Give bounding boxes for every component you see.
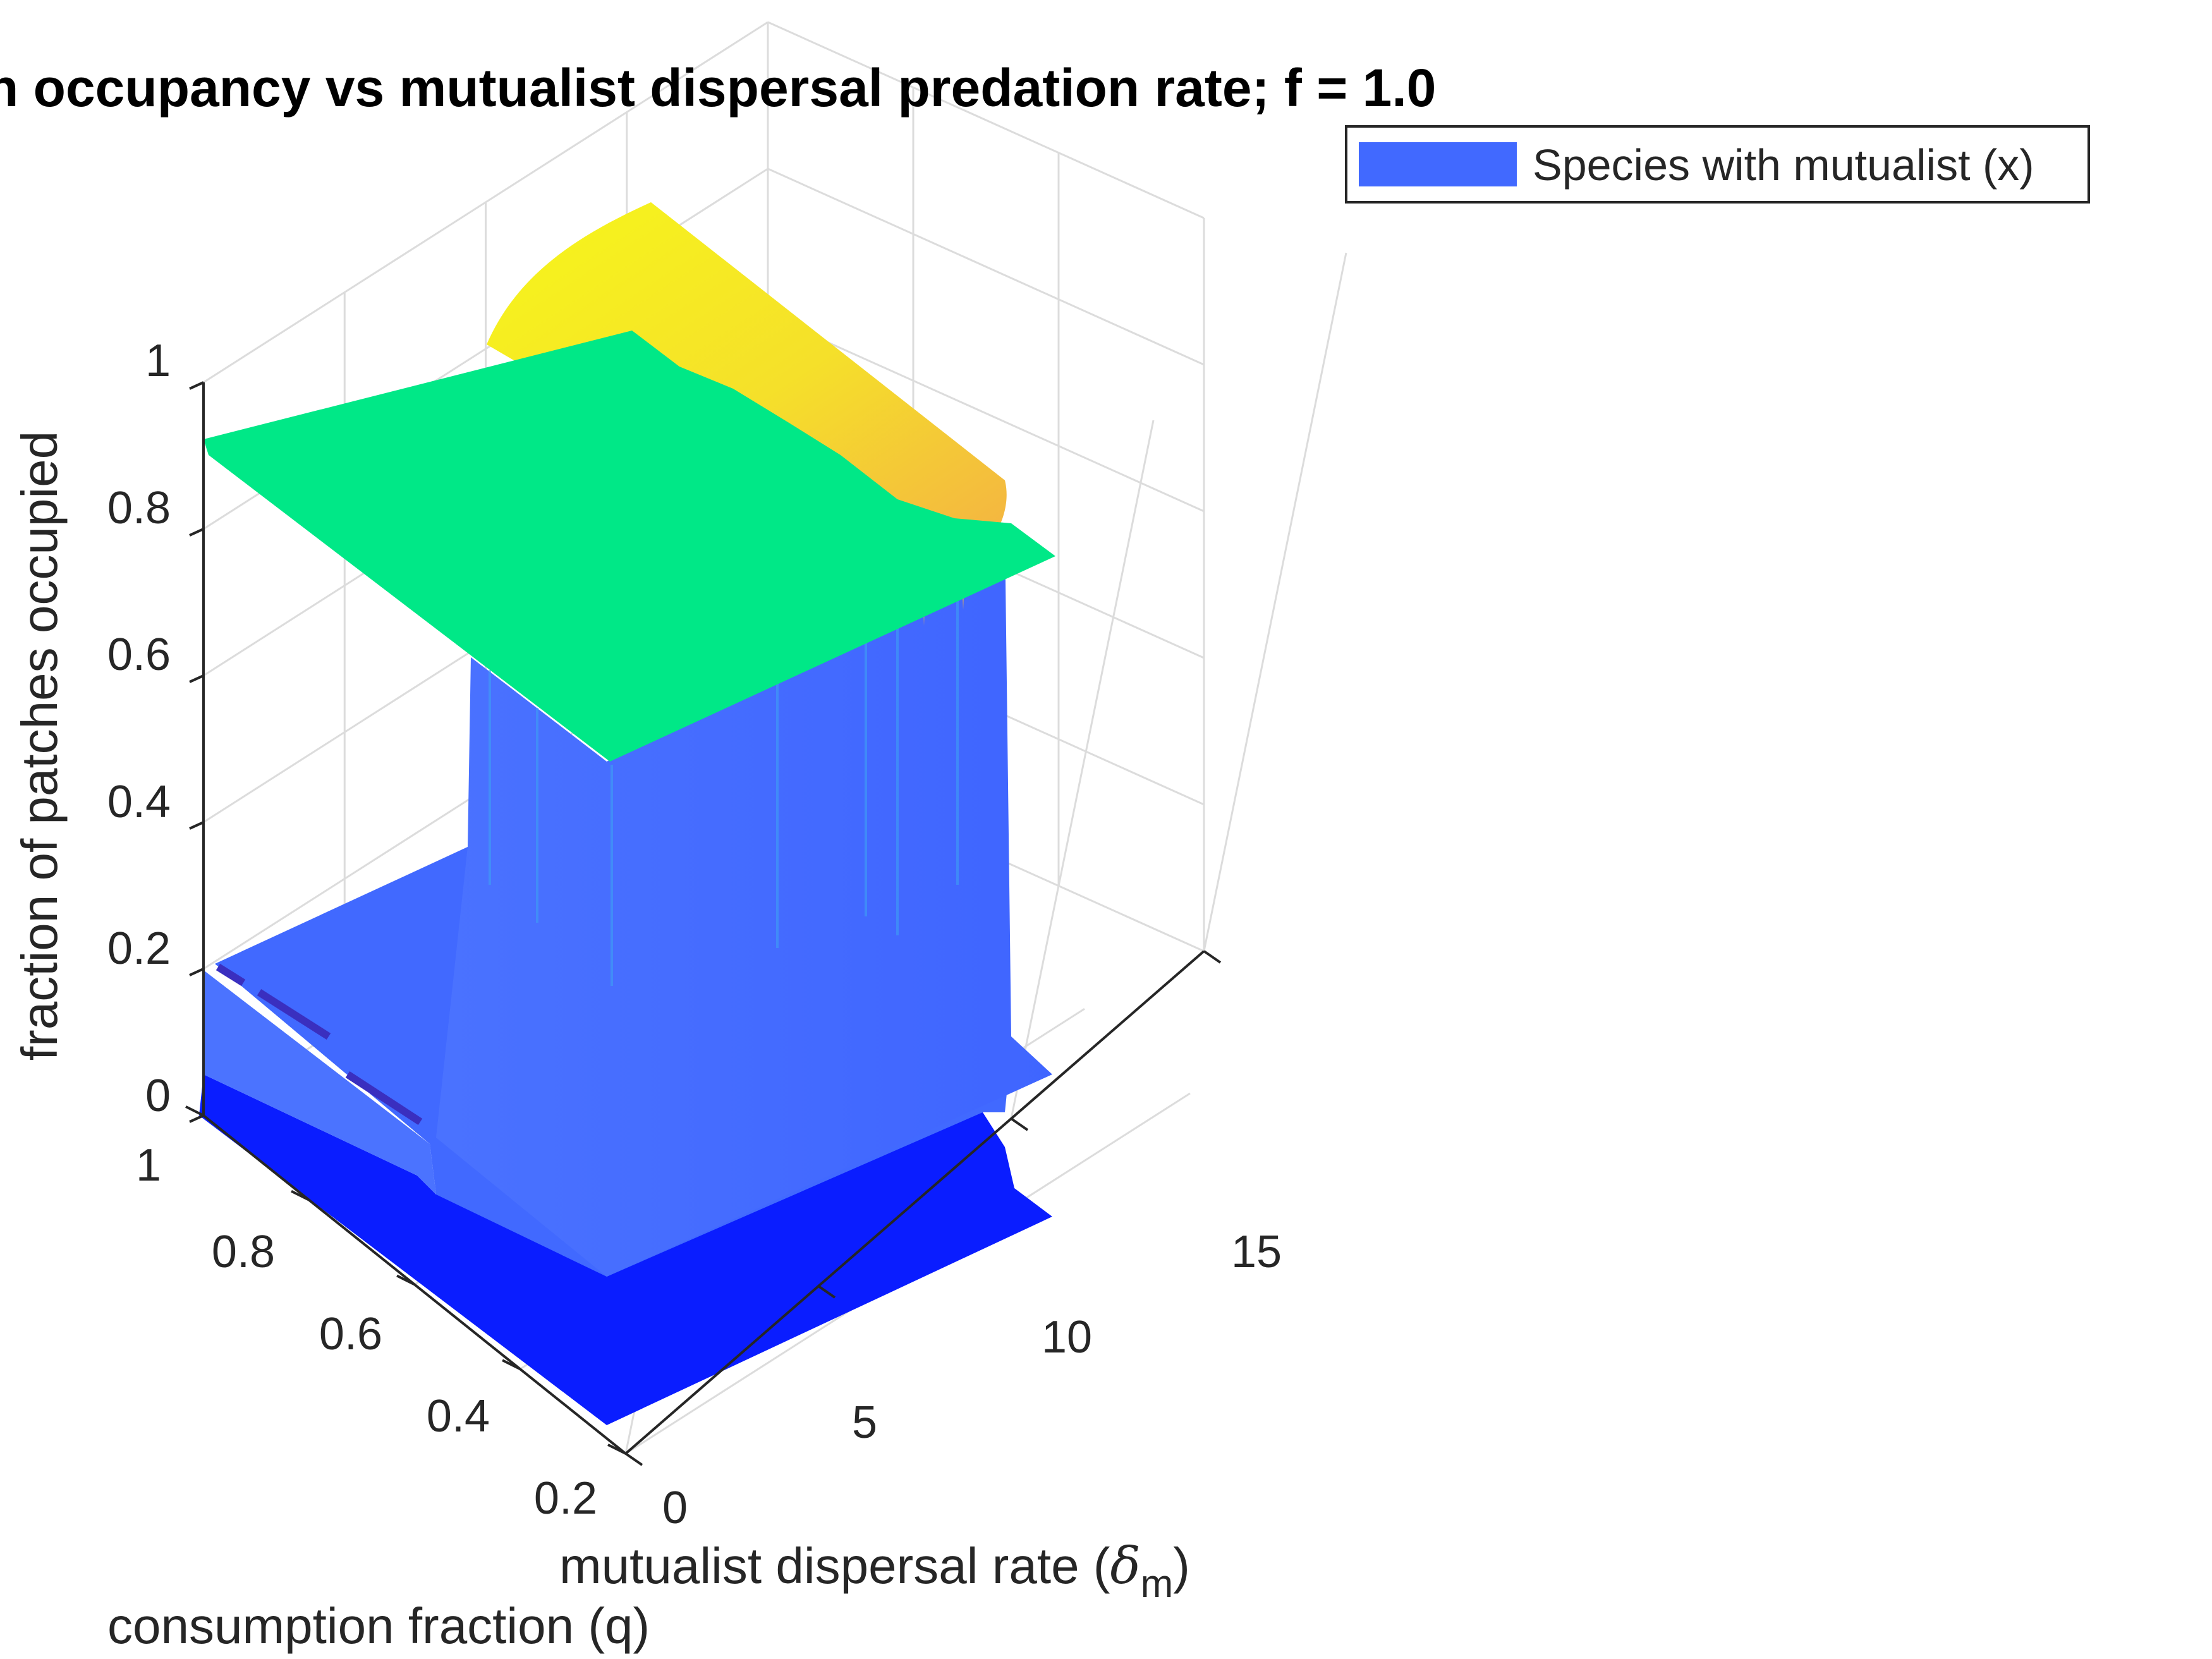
x-tick-label: 0 xyxy=(662,1483,688,1533)
left-wall xyxy=(204,970,436,1194)
z-tick-label: 0.4 xyxy=(107,777,171,827)
grid-line xyxy=(767,167,1205,366)
z-tick-label: 1 xyxy=(145,336,171,386)
wall-streaks xyxy=(489,575,959,986)
z-axis-label: fraction of patches occupied xyxy=(11,431,68,1060)
legend-swatch xyxy=(1359,142,1517,186)
y-tick-label: 0.4 xyxy=(427,1391,490,1442)
legend: Species with mutualist (x) xyxy=(1345,125,2090,204)
grid-line xyxy=(1010,420,1155,1119)
chart-title: n occupancy vs mutualist dispersal preda… xyxy=(0,58,1436,118)
high-plateau xyxy=(204,331,1055,762)
x-tick xyxy=(1203,950,1222,964)
z-tick xyxy=(189,1114,204,1123)
y-tick xyxy=(607,1443,626,1455)
grid-line xyxy=(767,21,1205,219)
axes-lines xyxy=(185,381,1222,1466)
x-axis-label-symbol: δ xyxy=(1110,1536,1140,1595)
x-tick-label: 10 xyxy=(1042,1312,1092,1363)
z-tick xyxy=(189,674,204,683)
y-tick xyxy=(185,1105,204,1117)
x-tick-label: 5 xyxy=(852,1397,877,1448)
y-axis-label: consumption fraction (q) xyxy=(107,1598,650,1654)
x-axis-label-main: mutualist dispersal rate ( xyxy=(559,1538,1110,1594)
z-tick-label: 0.6 xyxy=(107,629,171,680)
left-dashes xyxy=(216,963,423,1126)
x-axis-label-close: ) xyxy=(1173,1538,1190,1594)
x-axis-label: mutualist dispersal rate (δm) xyxy=(559,1536,1190,1606)
x-tick-labels: 0 5 10 15 xyxy=(662,1227,1282,1533)
x-tick xyxy=(1010,1117,1029,1131)
legend-label: Species with mutualist (x) xyxy=(1533,140,2034,190)
grid-line xyxy=(1203,252,1347,952)
x-axis-label-subscript: m xyxy=(1141,1562,1174,1606)
z-tick-label: 0.2 xyxy=(107,923,171,974)
peak-surface xyxy=(487,202,1007,544)
y-tick-label: 0.2 xyxy=(534,1473,597,1524)
y-tick xyxy=(396,1274,415,1286)
z-tick xyxy=(189,528,204,537)
grid-line xyxy=(203,21,769,384)
y-tick xyxy=(502,1359,521,1371)
z-tick xyxy=(189,381,204,390)
z-tick-labels: 0 0.2 0.4 0.6 0.8 1 xyxy=(107,336,171,1121)
y-tick-label: 1 xyxy=(136,1140,161,1191)
x-tick-label: 15 xyxy=(1231,1227,1282,1277)
z-tick xyxy=(189,968,204,976)
z-tick-label: 0.8 xyxy=(107,483,171,533)
z-tick-label: 0 xyxy=(145,1071,171,1121)
y-tick-labels: 0.2 0.4 0.6 0.8 1 xyxy=(136,1140,597,1524)
y-tick xyxy=(291,1189,310,1201)
x-tick xyxy=(624,1452,643,1466)
x-axis-line xyxy=(624,950,1205,1455)
surface-plot xyxy=(199,202,1055,1425)
y-tick-label: 0.8 xyxy=(212,1227,275,1277)
z-tick xyxy=(189,821,204,830)
x-tick xyxy=(817,1285,836,1299)
y-tick-label: 0.6 xyxy=(319,1309,382,1359)
grid-line xyxy=(767,314,1205,513)
